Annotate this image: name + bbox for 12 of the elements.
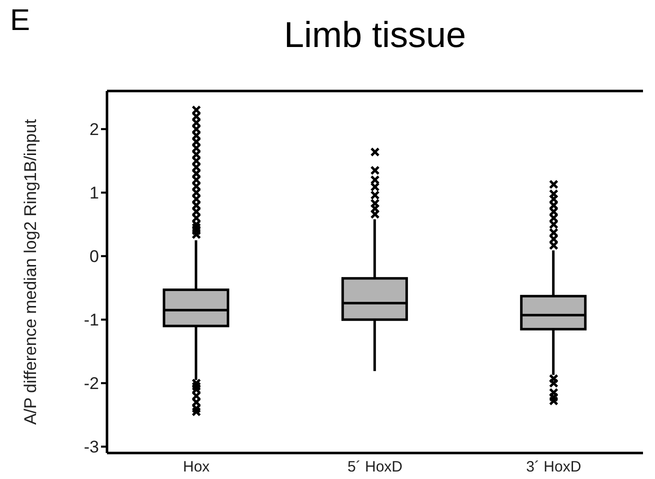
chart-title: Limb tissue (282, 14, 468, 56)
y-tick-label: 2 (90, 120, 99, 140)
y-tick-label: 0 (90, 247, 99, 266)
y-tick-label: -3 (84, 438, 99, 457)
y-tick-label: -1 (84, 310, 99, 330)
text: E (10, 4, 30, 38)
x-tick-label: Hox (182, 458, 210, 476)
y-tick-label: 1 (90, 184, 99, 203)
y-tick-label: -2 (84, 374, 99, 394)
x-tick-label: 5´ HoxD (347, 458, 403, 476)
x-tick-label: 3´ HoxD (526, 458, 582, 476)
y-axis-title: A/P difference median log2 Ring1B/input (21, 118, 40, 425)
